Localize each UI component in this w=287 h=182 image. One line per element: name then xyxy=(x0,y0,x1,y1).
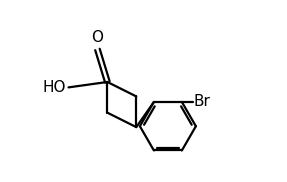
Text: Br: Br xyxy=(194,94,210,110)
Text: O: O xyxy=(92,30,103,45)
Text: HO: HO xyxy=(43,80,66,95)
